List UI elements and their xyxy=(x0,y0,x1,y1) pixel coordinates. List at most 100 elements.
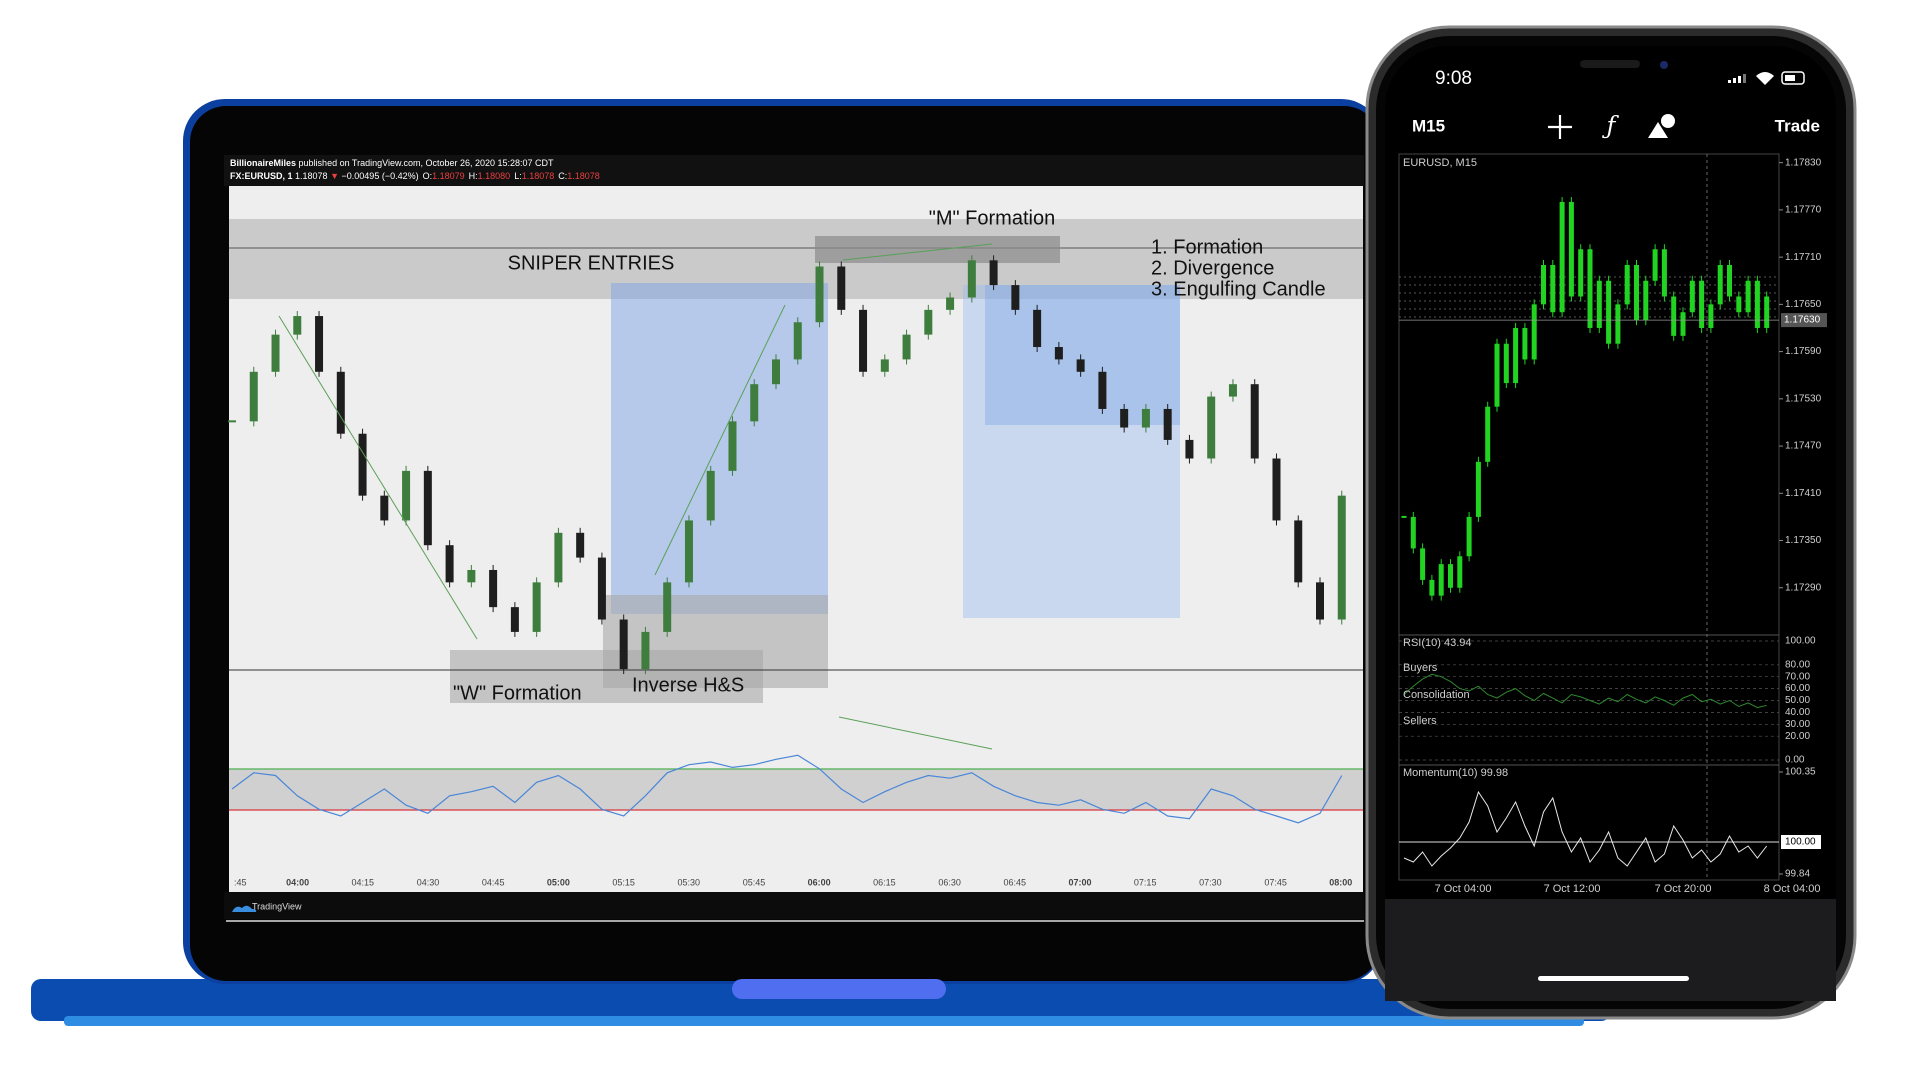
trade-button[interactable]: Trade xyxy=(1775,116,1820,135)
y-tick-label: 1.17770 xyxy=(1785,205,1822,216)
time-label: 06:30 xyxy=(938,877,961,887)
candle xyxy=(597,557,606,620)
candle xyxy=(1141,408,1150,428)
candle xyxy=(1727,265,1732,297)
arrow: ▼ xyxy=(330,171,339,181)
zone-label: Sellers xyxy=(1403,715,1437,727)
indicator-icon[interactable]: ƒ xyxy=(1602,112,1620,140)
candle xyxy=(1587,249,1593,328)
candle xyxy=(1754,280,1760,328)
line-series xyxy=(1403,790,1768,867)
candle xyxy=(1466,516,1472,557)
y-tick-label: 80.00 xyxy=(1785,659,1810,670)
candle xyxy=(1764,296,1770,328)
candle xyxy=(1033,309,1042,348)
speaker xyxy=(1580,60,1640,68)
timeframe[interactable]: M15 xyxy=(1412,116,1445,135)
candle xyxy=(1689,280,1695,313)
ohlc-key: C: xyxy=(558,171,567,181)
candle xyxy=(859,309,868,372)
objects-icon[interactable] xyxy=(1648,114,1675,138)
time-label: 05:15 xyxy=(612,877,635,887)
published: published on TradingView.com, October 26… xyxy=(299,158,554,168)
candle xyxy=(315,316,324,372)
time-label: 05:30 xyxy=(678,877,701,887)
time-label: 05:45 xyxy=(743,877,766,887)
y-tick-label: 0.00 xyxy=(1785,755,1805,766)
candle xyxy=(1541,265,1546,305)
candle xyxy=(1401,515,1407,518)
candle xyxy=(1438,564,1444,596)
candle xyxy=(1708,304,1714,328)
candle xyxy=(815,266,824,323)
candle xyxy=(1680,312,1686,336)
brand: TradingView xyxy=(252,901,302,911)
x-tick-label: 7 Oct 04:00 xyxy=(1435,883,1492,895)
publisher: BillionaireMiles xyxy=(230,158,296,168)
phone-chart-frame xyxy=(1398,153,1780,881)
candle xyxy=(728,421,737,471)
candle xyxy=(641,631,650,670)
symbol: FX:EURUSD, 1 xyxy=(230,171,293,181)
y-tick-label: 100.35 xyxy=(1785,767,1816,778)
time-label: 07:15 xyxy=(1134,877,1157,887)
home-indicator xyxy=(1538,976,1689,981)
candle xyxy=(989,260,998,286)
candle xyxy=(1475,461,1481,517)
y-tick-label: 100.00 xyxy=(1785,636,1816,647)
candle xyxy=(1596,280,1602,328)
y-tick-label: 1.17290 xyxy=(1785,582,1822,593)
candle xyxy=(1568,202,1574,297)
time-label: :45 xyxy=(234,877,247,887)
y-tick-label: 70.00 xyxy=(1785,671,1810,682)
time-label: 04:15 xyxy=(352,877,375,887)
zone-label: Buyers xyxy=(1403,662,1438,674)
w-zone xyxy=(450,650,763,703)
candle xyxy=(706,470,715,521)
candle xyxy=(1207,396,1216,459)
candle xyxy=(793,322,802,360)
y-tick-label: 20.00 xyxy=(1785,731,1810,742)
candle xyxy=(1717,265,1723,305)
candle xyxy=(967,260,976,298)
time-label: 08:00 xyxy=(1329,877,1352,887)
candle xyxy=(1652,249,1658,281)
ohlc-value: 1.18078 xyxy=(567,171,600,181)
candle xyxy=(1736,296,1742,313)
current-price-box xyxy=(1781,313,1827,328)
rsi-band xyxy=(229,769,1363,810)
ohlc-value: 1.18080 xyxy=(478,171,511,181)
step: 1. Formation xyxy=(1151,236,1263,258)
candle xyxy=(1699,280,1705,328)
candle xyxy=(1661,249,1667,297)
candle xyxy=(554,532,563,583)
divergence-line xyxy=(838,716,993,750)
candle xyxy=(1316,582,1324,620)
candle xyxy=(1163,408,1172,440)
time-label: 07:00 xyxy=(1068,877,1091,887)
candle xyxy=(924,309,933,335)
step: 2. Divergence xyxy=(1151,257,1274,279)
y-tick-label: 1.17410 xyxy=(1785,488,1822,499)
candle xyxy=(576,532,585,558)
change: −0.00495 (−0.42%) xyxy=(342,171,419,181)
ohlc-value: 1.18079 xyxy=(432,171,465,181)
candle xyxy=(1076,359,1085,372)
crosshair-icon[interactable] xyxy=(1548,115,1572,139)
time-label: 07:45 xyxy=(1264,877,1287,887)
x-tick-label: 8 Oct 04:00 xyxy=(1764,883,1821,895)
line-series xyxy=(1403,673,1767,709)
status-time: 9:08 xyxy=(1435,68,1472,89)
candle xyxy=(772,359,780,385)
candle xyxy=(1494,343,1500,407)
m-label: "M" Formation xyxy=(929,207,1055,229)
time-label: 04:45 xyxy=(482,877,505,887)
rsi-title: RSI(10) 43.94 xyxy=(1403,637,1471,649)
y-tick-label: 1.17710 xyxy=(1785,252,1822,263)
hs-label: Inverse H&S xyxy=(632,674,744,696)
candle xyxy=(228,420,236,423)
time-label: 06:15 xyxy=(873,877,896,887)
y-tick-label: 30.00 xyxy=(1785,719,1810,730)
brand-logo xyxy=(232,905,257,912)
